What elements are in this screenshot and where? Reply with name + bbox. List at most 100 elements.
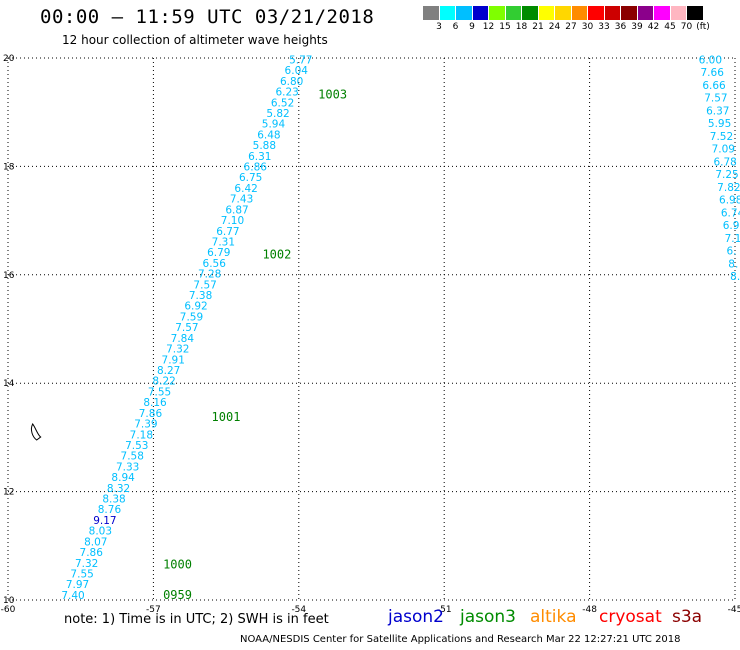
swh-value-label: 9.17 <box>93 515 116 527</box>
swh-value-label: 5.94 <box>262 119 286 131</box>
swh-value-label: 6.48 <box>257 129 280 141</box>
swh-value-label: 7.39 <box>134 419 157 431</box>
colorbar-labels: 3 6 9 12 15 18 21 24 27 30 33 36 39 42 45 70 (ft) <box>422 22 740 34</box>
swh-value-label: 7.53 <box>125 440 148 452</box>
longitude-tick-label: -60 <box>1 605 16 615</box>
swh-value-label: 8.03 <box>89 526 112 538</box>
swh-value-label: 6.56 <box>203 258 227 270</box>
swh-value-label: 8.76 <box>98 504 122 516</box>
swh-value-label: 6.23 <box>275 87 298 99</box>
colorbar-swatch <box>653 6 670 20</box>
swh-value-label-east: 6.00 <box>699 54 722 66</box>
colorbar-label: 15 <box>499 22 511 32</box>
colorbar-swatch <box>438 6 455 20</box>
latitude-tick-label: 16 <box>3 271 15 281</box>
colorbar-swatch <box>686 6 703 20</box>
swh-value-label: 8.07 <box>84 536 107 548</box>
swh-value-label-east: 5.95 <box>708 118 731 130</box>
time-label: 1003 <box>318 88 347 102</box>
swh-value-label-east: 8. <box>728 258 738 270</box>
wave-height-colorbar <box>422 6 703 20</box>
legend-jason3: jason3 <box>460 607 516 627</box>
latitude-tick-label: 10 <box>3 596 15 606</box>
swh-value-label-east: 7.1 <box>725 233 740 245</box>
colorbar-swatch <box>455 6 472 20</box>
legend-altika: altika <box>530 607 577 627</box>
colorbar-swatch <box>488 6 505 20</box>
colorbar-label: (ft) <box>696 22 710 32</box>
chart-title: 00:00 – 11:59 UTC 03/21/2018 <box>40 6 375 28</box>
chart-subtitle: 12 hour collection of altimeter wave hei… <box>62 33 328 47</box>
swh-value-label: 6.75 <box>239 172 262 184</box>
colorbar-label: 24 <box>548 22 561 32</box>
swh-value-label: 5.77 <box>289 54 312 66</box>
swh-value-label: 7.91 <box>162 354 185 366</box>
swh-value-label: 8.16 <box>143 397 167 409</box>
swh-value-label: 6.31 <box>248 151 271 163</box>
time-label: 1000 <box>163 558 192 572</box>
colorbar-swatch <box>521 6 538 20</box>
swh-value-label: 6.04 <box>285 65 309 77</box>
swh-value-label-east: 6.78 <box>713 156 736 168</box>
swh-value-label: 7.84 <box>171 333 195 345</box>
time-label: 1001 <box>212 410 241 424</box>
swh-value-label: 7.55 <box>148 386 171 398</box>
colorbar-swatch <box>422 6 439 20</box>
legend-jason2: jason2 <box>388 607 444 627</box>
swh-value-label: 7.57 <box>175 322 198 334</box>
swh-value-label: 5.88 <box>253 140 276 152</box>
colorbar-swatch <box>669 6 686 20</box>
colorbar-label: 42 <box>647 22 660 32</box>
longitude-tick-label: -54 <box>291 605 306 615</box>
swh-value-label-east: 6.66 <box>702 80 726 92</box>
swh-value-label: 7.28 <box>198 269 221 281</box>
colorbar-swatch <box>554 6 571 20</box>
swh-value-label: 7.55 <box>70 568 93 580</box>
swh-value-label: 8.27 <box>157 365 180 377</box>
colorbar-swatch <box>620 6 637 20</box>
latitude-tick-label: 20 <box>3 54 15 64</box>
colorbar-swatch <box>537 6 554 20</box>
swh-value-label: 7.31 <box>212 236 235 248</box>
latitude-tick-label: 14 <box>3 379 15 389</box>
swh-value-label: 7.10 <box>221 215 244 227</box>
swh-value-label-east: 6.74 <box>721 207 740 219</box>
colorbar-label: 39 <box>631 22 643 32</box>
swh-value-label: 7.33 <box>116 461 139 473</box>
colorbar-label: 70 <box>680 22 693 32</box>
swh-value-label: 7.57 <box>193 279 216 291</box>
swh-value-label-east: 6.98 <box>719 195 740 207</box>
credit-line: NOAA/NESDIS Center for Satellite Applica… <box>240 634 681 645</box>
colorbar-swatch <box>603 6 620 20</box>
longitude-tick-label: -45 <box>728 605 740 615</box>
colorbar-label: 36 <box>614 22 627 32</box>
swh-value-label: 8.22 <box>152 376 175 388</box>
colorbar-label: 18 <box>515 22 528 32</box>
swh-value-label: 6.92 <box>184 301 207 313</box>
swh-value-label: 7.97 <box>66 579 89 591</box>
colorbar-label: 30 <box>581 22 594 32</box>
swh-value-label: 7.32 <box>75 558 98 570</box>
time-label: 1002 <box>262 248 291 262</box>
colorbar-label: 33 <box>598 22 610 32</box>
longitude-tick-label: -57 <box>146 605 161 615</box>
swh-value-label: 6.42 <box>234 183 257 195</box>
swh-value-label-east: 7.25 <box>715 169 738 181</box>
swh-value-label-east: 7.82 <box>717 182 740 194</box>
swh-value-label-east: 7.66 <box>701 67 725 79</box>
swh-value-label-east: 6.9 <box>723 220 740 232</box>
colorbar-swatch <box>587 6 604 20</box>
swh-value-label: 8.38 <box>102 494 125 506</box>
colorbar-label: 6 <box>452 22 459 32</box>
colorbar-label: 3 <box>436 22 442 32</box>
longitude-tick-label: -48 <box>582 605 597 615</box>
swh-value-label: 8.32 <box>107 483 130 495</box>
swh-value-label: 8.94 <box>111 472 135 484</box>
swh-value-label: 6.79 <box>207 247 230 259</box>
longitude-tick-label: -51 <box>437 605 452 615</box>
swh-value-label: 7.18 <box>130 429 153 441</box>
swh-value-label: 6.52 <box>271 97 294 109</box>
swh-value-label-east: 7.09 <box>712 144 735 156</box>
legend-cryosat: cryosat <box>599 607 662 627</box>
